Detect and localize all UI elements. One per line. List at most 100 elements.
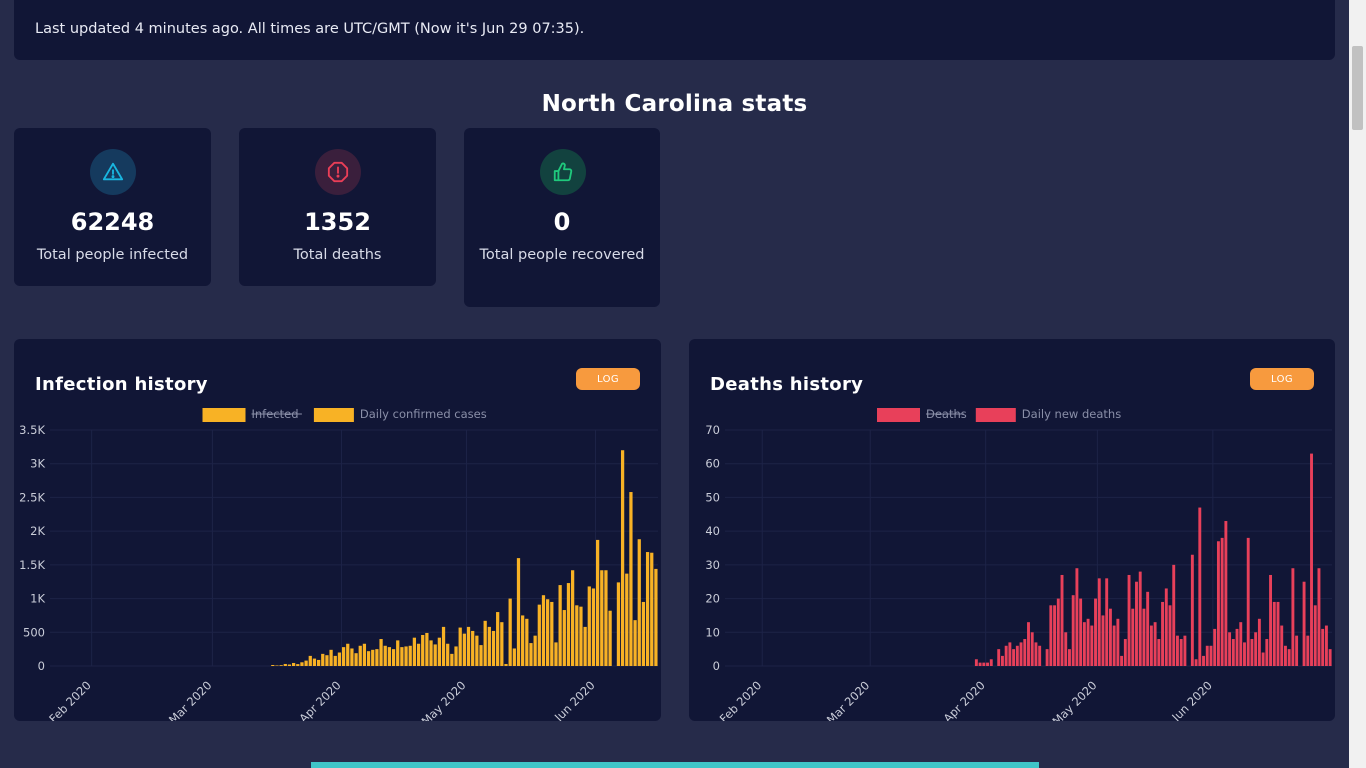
data-bar: [1157, 639, 1161, 666]
legend-swatch: [877, 408, 920, 422]
vertical-scrollbar[interactable]: [1349, 0, 1366, 768]
data-bar: [650, 552, 654, 666]
data-bar: [1287, 649, 1291, 666]
data-bar: [1213, 628, 1217, 666]
data-bar: [1306, 635, 1310, 666]
data-bar: [1168, 605, 1172, 666]
deaths-history-title: Deaths history: [710, 374, 864, 395]
data-bar: [1056, 598, 1060, 666]
data-bar: [300, 662, 304, 666]
data-bar: [1105, 578, 1109, 666]
data-bar: [1254, 632, 1258, 666]
y-tick-label: 60: [705, 457, 720, 471]
scrollbar-thumb[interactable]: [1352, 46, 1363, 130]
data-bar: [329, 649, 333, 666]
data-bar: [1064, 632, 1068, 666]
data-bar: [600, 570, 604, 666]
data-bar: [978, 662, 982, 666]
data-bar: [308, 655, 312, 666]
data-bar: [271, 664, 275, 666]
y-tick-label: 40: [705, 524, 720, 538]
data-bar: [425, 632, 429, 666]
data-bar: [1060, 574, 1064, 666]
data-bar: [1101, 615, 1105, 666]
legend-label: Daily confirmed cases: [360, 407, 487, 421]
data-bar: [1027, 622, 1030, 666]
data-bar: [275, 665, 279, 666]
y-tick-label: 2.5K: [19, 490, 45, 504]
y-tick-label: 70: [705, 423, 720, 437]
y-tick-label: 3K: [30, 457, 45, 471]
x-tick-label: Mar 2020: [166, 678, 215, 721]
data-bar: [1075, 568, 1079, 666]
data-bar: [1146, 591, 1150, 666]
data-bar: [1094, 598, 1097, 666]
data-bar: [654, 568, 658, 666]
data-bar: [371, 649, 375, 666]
data-bar: [1176, 635, 1179, 666]
data-bar: [450, 653, 454, 666]
data-bar: [591, 588, 596, 666]
data-bar: [1068, 649, 1071, 666]
data-bar: [512, 648, 516, 666]
data-bar: [1250, 639, 1254, 666]
stat-card-infected: 62248 Total people infected: [14, 128, 211, 286]
data-bar: [1120, 655, 1124, 666]
data-bar: [1097, 578, 1101, 666]
data-bar: [1127, 574, 1131, 666]
bottom-accent-bar: [311, 762, 1039, 768]
infection-history-title: Infection history: [35, 374, 208, 395]
data-bar: [296, 664, 300, 666]
data-bar: [1023, 639, 1027, 666]
data-bar: [537, 604, 541, 666]
data-bar: [375, 649, 379, 666]
data-bar: [421, 634, 425, 666]
data-bar: [1142, 608, 1146, 666]
deaths-log-button[interactable]: LOG: [1250, 368, 1314, 390]
data-bar: [982, 662, 986, 666]
data-bar: [1086, 618, 1090, 666]
y-tick-label: 2K: [30, 524, 45, 538]
y-tick-label: 1.5K: [19, 558, 45, 572]
data-bar: [283, 663, 287, 666]
data-bar: [633, 620, 637, 666]
data-bar: [1179, 639, 1183, 666]
data-bar: [637, 539, 641, 666]
data-bar: [1302, 581, 1306, 666]
data-bar: [1090, 625, 1094, 666]
data-bar: [1149, 625, 1153, 666]
data-bar: [341, 647, 346, 666]
infection-log-button[interactable]: LOG: [576, 368, 640, 390]
last-updated-banner: Last updated 4 minutes ago. All times ar…: [14, 0, 1335, 60]
data-bar: [458, 627, 462, 666]
data-bar: [1038, 645, 1042, 666]
total-infected-value: 62248: [70, 208, 155, 236]
y-tick-label: 500: [23, 625, 45, 639]
data-bar: [1079, 598, 1083, 666]
data-bar: [379, 639, 383, 666]
data-bar: [487, 626, 491, 666]
data-bar: [541, 595, 546, 666]
y-tick-label: 0: [38, 659, 45, 673]
data-bar: [546, 599, 550, 666]
data-bar: [408, 645, 412, 666]
data-bar: [437, 637, 441, 666]
data-bar: [429, 640, 433, 666]
data-bar: [1283, 645, 1287, 666]
data-bar: [346, 643, 350, 666]
data-bar: [325, 655, 329, 666]
data-bar: [587, 586, 591, 666]
data-bar: [391, 649, 396, 666]
data-bar: [1261, 652, 1265, 666]
total-deaths-value: 1352: [304, 208, 371, 236]
data-bar: [1224, 521, 1228, 666]
data-bar: [479, 645, 483, 666]
data-bar: [337, 652, 342, 666]
data-bar: [1034, 642, 1038, 666]
data-bar: [475, 635, 479, 666]
data-bar: [1153, 622, 1157, 666]
data-bar: [1131, 608, 1135, 666]
data-bar: [625, 573, 629, 666]
data-bar: [566, 583, 571, 666]
data-bar: [1202, 655, 1205, 666]
